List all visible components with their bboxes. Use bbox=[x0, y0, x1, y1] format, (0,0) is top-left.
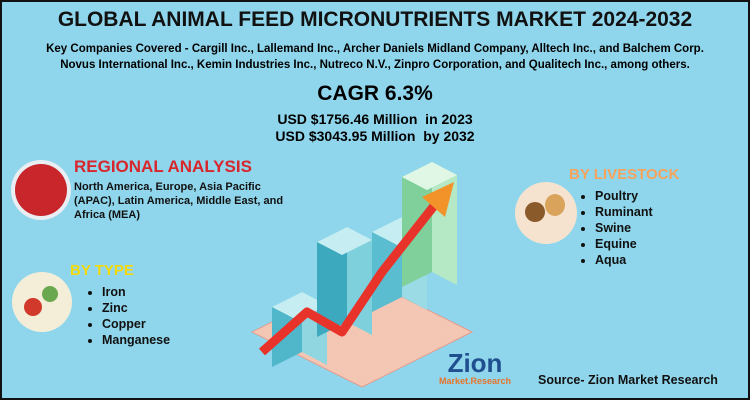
livestock-list: PoultryRuminantSwineEquineAqua bbox=[577, 188, 653, 268]
list-item: Poultry bbox=[595, 188, 653, 204]
list-item: Equine bbox=[595, 236, 653, 252]
list-item: Manganese bbox=[102, 332, 170, 348]
illustration bbox=[250, 162, 474, 388]
list-item: Aqua bbox=[595, 252, 653, 268]
livestock-heading: BY LIVESTOCK bbox=[569, 166, 680, 183]
type-list: IronZincCopperManganese bbox=[84, 284, 170, 348]
list-item: Swine bbox=[595, 220, 653, 236]
logo: Zion Market.Research bbox=[430, 350, 520, 386]
list-item: Ruminant bbox=[595, 204, 653, 220]
list-item: Copper bbox=[102, 316, 170, 332]
regional-text: North America, Europe, Asia Pacific (APA… bbox=[74, 181, 284, 221]
regional-heading: REGIONAL ANALYSIS bbox=[74, 157, 252, 176]
market-size: USD $3043.95 Million by 2032 bbox=[275, 128, 475, 144]
market-size: USD $1756.46 Million in 2023 bbox=[277, 111, 473, 127]
type-heading: BY TYPE bbox=[70, 262, 134, 279]
list-item: Iron bbox=[102, 284, 170, 300]
source: Source- Zion Market Research bbox=[538, 373, 718, 387]
livestock-icon bbox=[515, 182, 577, 244]
title: GLOBAL ANIMAL FEED MICRONUTRIENTS MARKET… bbox=[57, 8, 693, 31]
globe-icon bbox=[11, 160, 71, 220]
logo-name: Zion bbox=[447, 348, 503, 378]
companies-line: Key Companies Covered - Cargill Inc., La… bbox=[46, 43, 704, 55]
type-icon bbox=[12, 272, 72, 332]
list-item: Zinc bbox=[102, 300, 170, 316]
logo-tagline: Market.Research bbox=[438, 376, 512, 386]
cagr: CAGR 6.3% bbox=[317, 82, 433, 105]
companies-line: Novus International Inc., Kemin Industri… bbox=[60, 59, 690, 71]
